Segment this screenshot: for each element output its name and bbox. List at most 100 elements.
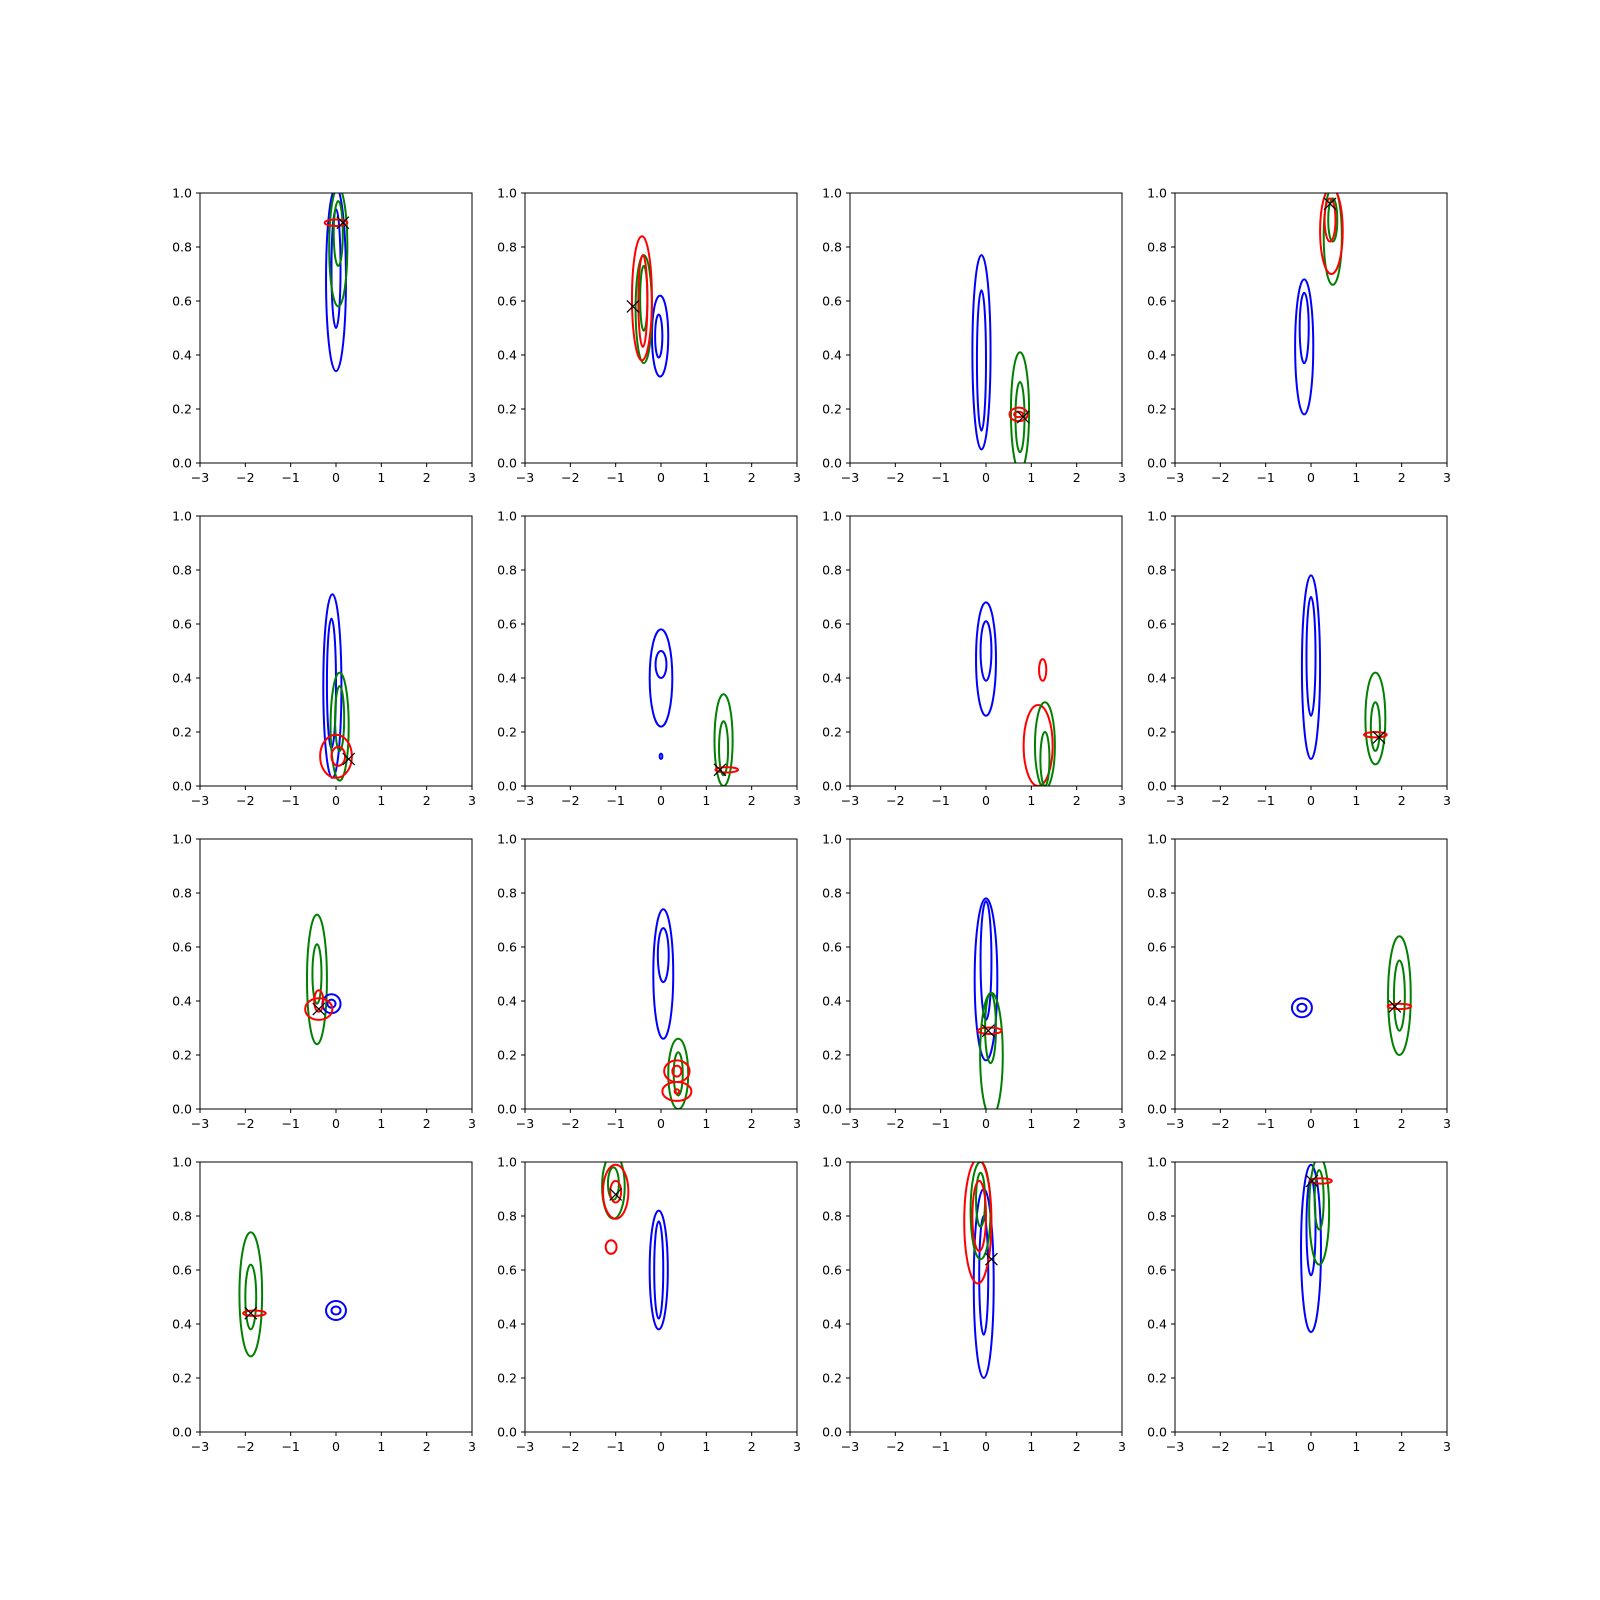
y-tick-label: 0.6 (1147, 294, 1167, 309)
y-tick-label: 0.8 (1147, 886, 1167, 901)
x-marker (1016, 410, 1030, 424)
x-tick-label: 0 (982, 1439, 990, 1454)
red-contour-level (313, 989, 325, 1013)
y-tick-label: 1.0 (497, 1155, 517, 1170)
x-tick-label: 2 (423, 470, 431, 485)
x-tick-label: 0 (657, 1439, 665, 1454)
y-tick-label: 0.8 (497, 1209, 517, 1224)
y-tick-label: 0.0 (172, 456, 192, 471)
y-tick-label: 0.4 (822, 994, 842, 1009)
x-marker (626, 299, 640, 313)
y-tick-label: 1.0 (822, 509, 842, 524)
x-tick-label: 3 (468, 793, 476, 808)
red-contour-level (1013, 410, 1025, 419)
y-tick-label: 0.2 (822, 725, 842, 740)
y-tick-label: 0.2 (1147, 1048, 1167, 1063)
red-contour-level (1319, 193, 1344, 275)
y-tick-label: 0.6 (822, 617, 842, 632)
y-tick-label: 0.8 (1147, 1209, 1167, 1224)
y-tick-label: 0.6 (822, 294, 842, 309)
x-tick-label: 3 (468, 1116, 476, 1131)
y-tick-label: 0.8 (822, 886, 842, 901)
x-tick-label: 0 (1307, 793, 1315, 808)
blue-contour-level (653, 1220, 665, 1320)
x-tick-label: 0 (657, 470, 665, 485)
blue-contour-level (1300, 1163, 1322, 1334)
x-tick-label: 2 (748, 1439, 756, 1454)
y-tick-label: 0.0 (497, 456, 517, 471)
y-tick-label: 0.6 (172, 940, 192, 955)
y-tick-label: 0.4 (1147, 994, 1167, 1009)
green-contour-level (1313, 1169, 1325, 1231)
red-contour-level (671, 1064, 683, 1078)
blue-contour-level (648, 628, 674, 728)
plot-area (1300, 1162, 1333, 1334)
y-tick-label: 0.4 (497, 994, 517, 1009)
y-tick-label: 0.0 (497, 1102, 517, 1117)
y-tick-label: 0.8 (497, 563, 517, 578)
y-tick-label: 0.0 (1147, 1425, 1167, 1440)
red-contour-level (1038, 658, 1048, 682)
x-tick-label: 0 (332, 1116, 340, 1131)
plot-area (975, 601, 1056, 786)
x-tick-label: −2 (1211, 1116, 1229, 1131)
green-contour-level (334, 685, 346, 752)
y-tick-label: 0.6 (1147, 617, 1167, 632)
y-tick-label: 0.0 (1147, 1102, 1167, 1117)
blue-contour-level (979, 620, 993, 682)
green-contour-level (311, 943, 323, 1005)
green-contour-level (1364, 671, 1387, 766)
x-tick-label: −2 (236, 1116, 254, 1131)
x-tick-label: −3 (516, 470, 534, 485)
x-tick-label: 3 (1118, 1439, 1126, 1454)
y-tick-label: 1.0 (822, 1155, 842, 1170)
subplot-r2-c1: −3 −2 −1 0 1 2 3 0.0 0.2 0.4 0.6 0.8 1.0 (172, 509, 476, 809)
y-tick-label: 0.0 (172, 1102, 192, 1117)
y-tick-label: 0.0 (1147, 456, 1167, 471)
blue-contour-level (1298, 291, 1310, 365)
y-tick-label: 0.4 (497, 348, 517, 363)
x-tick-label: 2 (1073, 793, 1081, 808)
x-tick-label: −1 (931, 1116, 949, 1131)
subplot-r2-c3: −3 −2 −1 0 1 2 3 0.0 0.2 0.4 0.6 0.8 1.0 (822, 509, 1126, 809)
y-tick-label: 0.2 (1147, 402, 1167, 417)
x-tick-label: −1 (281, 470, 299, 485)
x-tick-label: 2 (1398, 793, 1406, 808)
x-tick-label: −1 (1256, 470, 1274, 485)
x-tick-label: −3 (191, 470, 209, 485)
x-tick-label: 1 (377, 1439, 385, 1454)
y-tick-label: 0.0 (822, 779, 842, 794)
x-tick-label: 2 (1398, 470, 1406, 485)
red-contour-level (630, 235, 653, 362)
red-contour-level (604, 1239, 618, 1255)
x-tick-label: −1 (1256, 793, 1274, 808)
x-tick-label: 0 (982, 1116, 990, 1131)
blue-contour-level (648, 1209, 669, 1331)
y-tick-label: 0.2 (172, 1371, 192, 1386)
x-tick-label: 1 (702, 793, 710, 808)
x-tick-label: 1 (1027, 1116, 1035, 1131)
y-tick-label: 0.4 (172, 348, 192, 363)
red-contour-level (661, 1081, 693, 1102)
x-tick-label: −3 (841, 793, 859, 808)
y-tick-label: 0.8 (497, 886, 517, 901)
subplot-r4-c4: −3 −2 −1 0 1 2 3 0.0 0.2 0.4 0.6 0.8 1.0 (1147, 1155, 1451, 1455)
x-tick-label: −3 (1166, 1439, 1184, 1454)
x-tick-label: 3 (1443, 793, 1451, 808)
y-tick-label: 0.6 (822, 1263, 842, 1278)
x-tick-label: 3 (793, 793, 801, 808)
x-tick-label: −1 (281, 1116, 299, 1131)
y-tick-label: 1.0 (497, 186, 517, 201)
y-tick-label: 0.0 (172, 1425, 192, 1440)
x-tick-label: −1 (931, 793, 949, 808)
green-contour-level (718, 720, 730, 777)
x-tick-label: −2 (236, 1439, 254, 1454)
y-tick-label: 0.6 (497, 940, 517, 955)
y-tick-label: 0.2 (1147, 1371, 1167, 1386)
y-tick-label: 0.2 (822, 402, 842, 417)
y-tick-label: 0.6 (172, 294, 192, 309)
y-tick-label: 0.6 (1147, 1263, 1167, 1278)
y-tick-label: 1.0 (1147, 186, 1167, 201)
x-marker (985, 1252, 998, 1266)
green-contour-level (1033, 701, 1056, 786)
